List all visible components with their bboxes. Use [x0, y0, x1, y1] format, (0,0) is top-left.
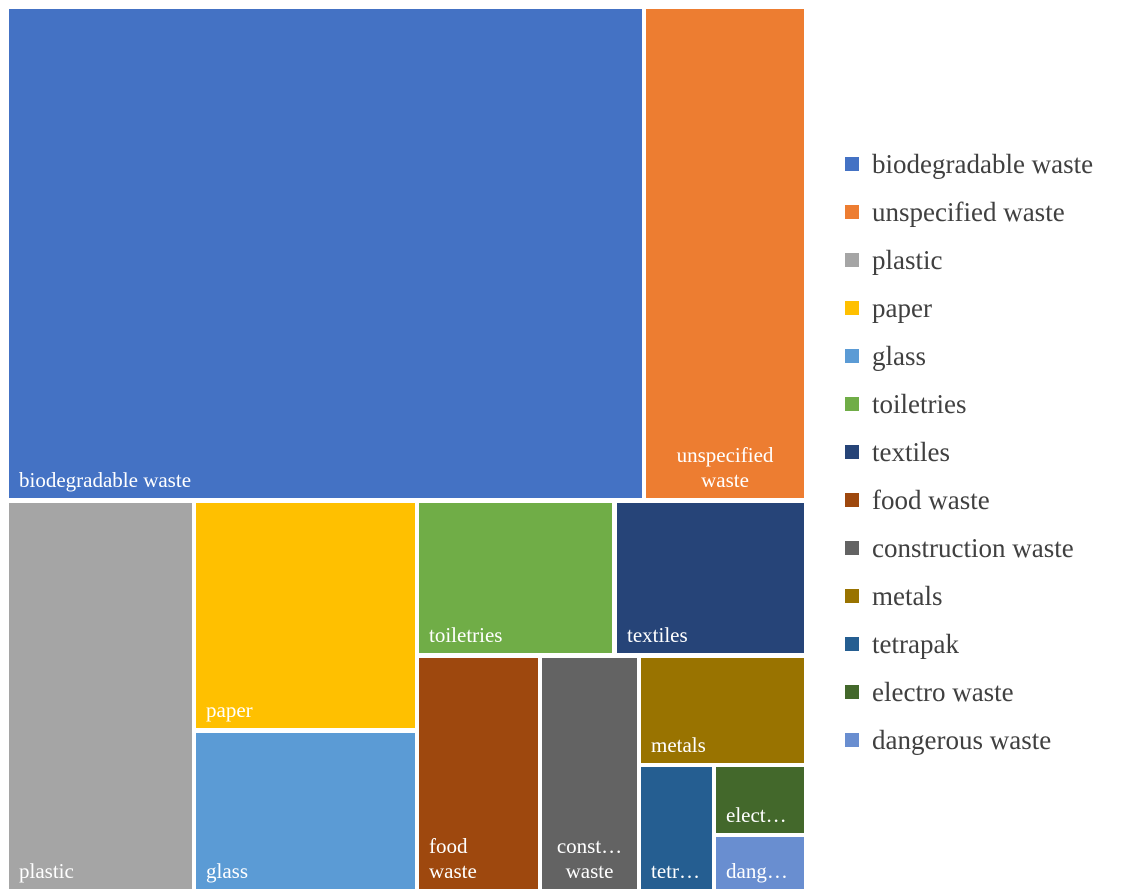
legend-label-metals: metals — [872, 581, 942, 611]
treemap-tile-tetrapak: tetr… — [641, 767, 712, 889]
treemap-label-line: waste — [429, 859, 477, 883]
treemap-rect-glass — [196, 733, 415, 889]
legend-swatch-unspecified-waste — [845, 205, 859, 219]
legend-label-glass: glass — [872, 341, 926, 371]
treemap-label-line: biodegradable waste — [19, 468, 191, 492]
treemap-tile-unspecified-waste: unspecified waste — [646, 9, 804, 498]
legend-item-plastic: plastic — [845, 245, 942, 275]
treemap-label-glass: glass — [206, 859, 248, 883]
treemap-rect-metals — [641, 658, 804, 763]
treemap-rect-electro-waste — [716, 767, 804, 833]
treemap-label-line: elect… — [726, 803, 787, 827]
legend-item-paper: paper — [845, 293, 932, 323]
treemap-label-line: toiletries — [429, 623, 502, 647]
treemap-label-paper: paper — [206, 698, 253, 722]
treemap-rect-unspecified-waste — [646, 9, 804, 498]
legend-label-textiles: textiles — [872, 437, 950, 467]
legend-label-unspecified-waste: unspecified waste — [872, 197, 1065, 227]
treemap-label-line: food — [429, 834, 468, 858]
legend-label-dangerous-waste: dangerous waste — [872, 725, 1051, 755]
treemap-label-electro-waste: elect… — [726, 803, 787, 827]
legend-swatch-food-waste — [845, 493, 859, 507]
legend-item-unspecified-waste: unspecified waste — [845, 197, 1065, 227]
treemap-tile-paper: paper — [196, 503, 415, 728]
legend-item-food-waste: food waste — [845, 485, 990, 515]
treemap-label-tetrapak: tetr… — [651, 859, 700, 883]
treemap-label-line: tetr… — [651, 859, 700, 883]
legend-swatch-tetrapak — [845, 637, 859, 651]
legend-label-electro-waste: electro waste — [872, 677, 1014, 707]
legend-swatch-glass — [845, 349, 859, 363]
treemap-label-line: unspecified — [677, 443, 774, 467]
treemap-label-textiles: textiles — [627, 623, 688, 647]
legend-item-glass: glass — [845, 341, 926, 371]
treemap-tile-food-waste: food waste — [419, 658, 538, 889]
treemap-label-metals: metals — [651, 733, 706, 757]
chart-legend: biodegradable waste unspecified waste plas… — [845, 149, 1093, 755]
legend-label-plastic: plastic — [872, 245, 942, 275]
treemap-tile-plastic: plastic — [9, 503, 192, 889]
treemap-label-dangerous-waste: dang… — [726, 859, 788, 883]
legend-item-metals: metals — [845, 581, 942, 611]
legend-label-toiletries: toiletries — [872, 389, 966, 419]
treemap-label-line: glass — [206, 859, 248, 883]
treemap-tile-biodegradable-waste: biodegradable waste — [9, 9, 642, 498]
legend-item-construction-waste: construction waste — [845, 533, 1074, 563]
legend-label-construction-waste: construction waste — [872, 533, 1074, 563]
legend-swatch-biodegradable-waste — [845, 157, 859, 171]
legend-swatch-construction-waste — [845, 541, 859, 555]
legend-item-textiles: textiles — [845, 437, 950, 467]
treemap-label-line: plastic — [19, 859, 74, 883]
legend-item-electro-waste: electro waste — [845, 677, 1014, 707]
treemap-tile-glass: glass — [196, 733, 415, 889]
treemap-tile-electro-waste: elect… — [716, 767, 804, 833]
treemap-rect-toiletries — [419, 503, 612, 653]
treemap-rect-tetrapak — [641, 767, 712, 889]
legend-item-biodegradable-waste: biodegradable waste — [845, 149, 1093, 179]
treemap-rect-construction-waste — [542, 658, 637, 889]
legend-item-toiletries: toiletries — [845, 389, 966, 419]
treemap-tile-dangerous-waste: dang… — [716, 837, 804, 889]
treemap-label-line: metals — [651, 733, 706, 757]
treemap-label-line: waste — [701, 468, 749, 492]
legend-swatch-paper — [845, 301, 859, 315]
treemap-tile-construction-waste: const… waste — [542, 658, 637, 889]
legend-label-tetrapak: tetrapak — [872, 629, 959, 659]
treemap-label-construction-waste: const… waste — [557, 834, 622, 883]
legend-swatch-dangerous-waste — [845, 733, 859, 747]
legend-item-tetrapak: tetrapak — [845, 629, 959, 659]
legend-swatch-metals — [845, 589, 859, 603]
legend-item-dangerous-waste: dangerous waste — [845, 725, 1051, 755]
treemap-rect-biodegradable-waste — [9, 9, 642, 498]
legend-swatch-textiles — [845, 445, 859, 459]
treemap-rect-dangerous-waste — [716, 837, 804, 889]
treemap-label-line: paper — [206, 698, 253, 722]
treemap-label-unspecified-waste: unspecified waste — [677, 443, 774, 492]
treemap-rect-plastic — [9, 503, 192, 889]
treemap-label-line: textiles — [627, 623, 688, 647]
legend-label-biodegradable-waste: biodegradable waste — [872, 149, 1093, 179]
treemap-tile-textiles: textiles — [617, 503, 804, 653]
treemap-rect-textiles — [617, 503, 804, 653]
legend-label-food-waste: food waste — [872, 485, 990, 515]
treemap-rect-food-waste — [419, 658, 538, 889]
treemap-tile-toiletries: toiletries — [419, 503, 612, 653]
treemap-label-toiletries: toiletries — [429, 623, 502, 647]
treemap-label-line: waste — [566, 859, 614, 883]
treemap-label-line: const… — [557, 834, 622, 858]
legend-swatch-plastic — [845, 253, 859, 267]
legend-swatch-toiletries — [845, 397, 859, 411]
treemap-label-plastic: plastic — [19, 859, 74, 883]
treemap-tile-metals: metals — [641, 658, 804, 763]
treemap-rect-paper — [196, 503, 415, 728]
treemap-label-biodegradable-waste: biodegradable waste — [19, 468, 191, 492]
treemap-label-line: dang… — [726, 859, 788, 883]
legend-swatch-electro-waste — [845, 685, 859, 699]
legend-label-paper: paper — [872, 293, 932, 323]
treemap-label-food-waste: food waste — [429, 834, 477, 883]
